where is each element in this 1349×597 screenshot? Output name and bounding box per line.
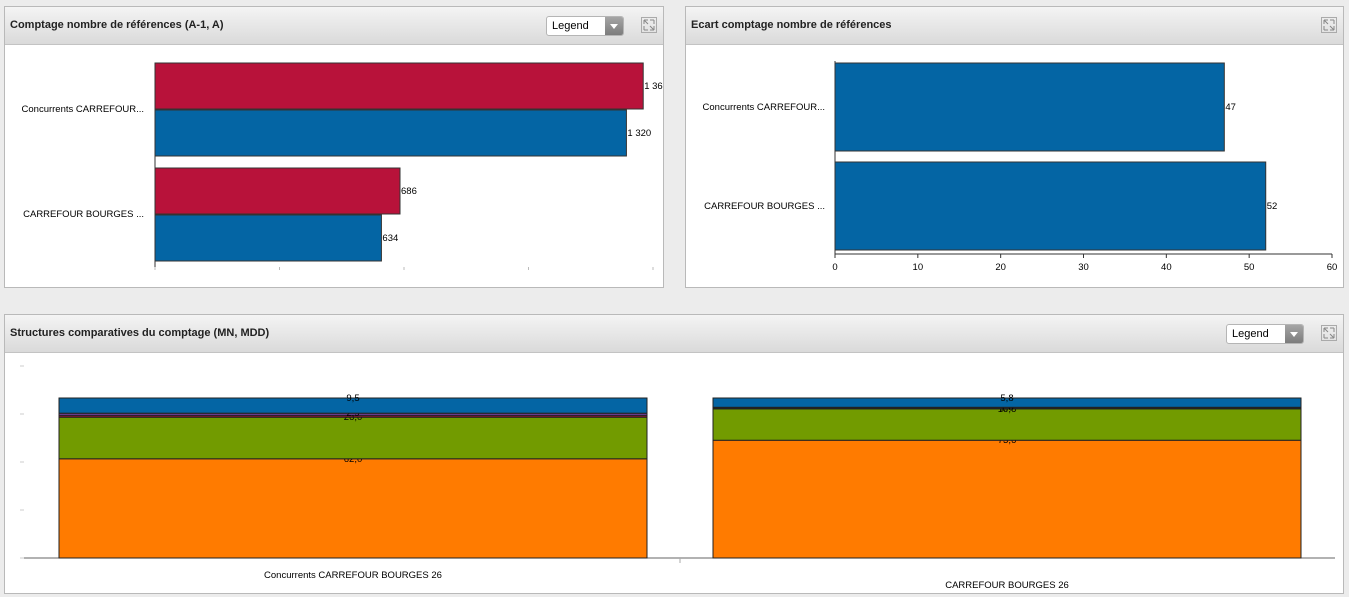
category-label: Concurrents CARREFOUR... xyxy=(22,104,144,115)
panel-header: Comptage nombre de références (A-1, A) L… xyxy=(5,7,663,45)
chart-panel-reference-gap: Ecart comptage nombre de références 0 10 2… xyxy=(685,6,1344,288)
data-label: 686 xyxy=(401,186,417,197)
panel-title: Comptage nombre de références (A-1, A) xyxy=(10,19,224,31)
chart-panel-reference-count: Comptage nombre de références (A-1, A) L… xyxy=(4,6,664,288)
maximize-icon[interactable] xyxy=(1321,17,1337,33)
x-tick-label: 40 xyxy=(1161,262,1172,273)
panel-title: Ecart comptage nombre de références xyxy=(691,19,892,31)
x-tick-label: 10 xyxy=(913,262,924,273)
maximize-icon[interactable] xyxy=(1321,325,1337,341)
x-tick-label: 0 xyxy=(832,262,837,273)
stacked-bar-segment xyxy=(712,439,1302,559)
data-label: 19,6 xyxy=(998,404,1017,415)
legend-dropdown-label: Legend xyxy=(552,20,589,32)
chevron-down-icon xyxy=(1285,325,1303,343)
bar-chart-reference-count: 1 367 1 320 Concurrents CARREFOUR... 686 634… xyxy=(22,62,663,270)
data-label: 634 xyxy=(382,233,398,244)
stacked-bar-segment xyxy=(58,458,648,559)
category-label: CARREFOUR BOURGES ... xyxy=(23,209,144,220)
panel-title: Structures comparatives du comptage (MN,… xyxy=(10,327,270,339)
legend-dropdown[interactable]: Legend xyxy=(546,16,624,36)
data-label: 26,0 xyxy=(344,412,363,423)
legend-dropdown[interactable]: Legend xyxy=(1226,324,1304,344)
chevron-down-icon xyxy=(605,17,623,35)
panel-header: Ecart comptage nombre de références xyxy=(686,7,1343,45)
x-tick-label: 20 xyxy=(995,262,1006,273)
x-tick-label: 30 xyxy=(1078,262,1089,273)
bar xyxy=(834,62,1225,152)
legend-dropdown-label: Legend xyxy=(1232,328,1269,340)
maximize-icon[interactable] xyxy=(641,17,657,33)
bar xyxy=(154,109,627,157)
bar xyxy=(154,62,644,110)
x-tick-label: 50 xyxy=(1244,262,1255,273)
data-label: 1 320 xyxy=(627,128,651,139)
chart-panel-comparative-structures: Structures comparatives du comptage (MN,… xyxy=(4,314,1344,594)
data-label: 5,8 xyxy=(1000,393,1013,404)
category-label: Concurrents CARREFOUR... xyxy=(703,102,825,113)
category-label: Concurrents CARREFOUR BOURGES 26 xyxy=(264,570,442,581)
stacked-bar-segment xyxy=(712,397,1302,408)
x-tick-label: 60 xyxy=(1327,262,1338,273)
data-label: 9,5 xyxy=(346,393,359,404)
data-label: 1 367 xyxy=(644,81,663,92)
bar xyxy=(834,161,1267,251)
category-label: CARREFOUR BOURGES ... xyxy=(704,201,825,212)
stacked-bar-segment xyxy=(58,416,648,460)
data-label: 52 xyxy=(1267,201,1278,212)
category-label: CARREFOUR BOURGES 26 xyxy=(945,580,1069,591)
bar-chart-reference-gap: 0 10 20 30 40 50 60 47 Concurrents CARREFOUR... 5… xyxy=(703,61,1338,273)
data-label: 2,9 xyxy=(346,408,359,419)
bar xyxy=(154,214,382,262)
data-label: 47 xyxy=(1225,102,1236,113)
panel-header: Structures comparatives du comptage (MN,… xyxy=(5,315,1343,353)
stacked-bar-segment xyxy=(58,397,648,414)
bar xyxy=(154,167,401,215)
